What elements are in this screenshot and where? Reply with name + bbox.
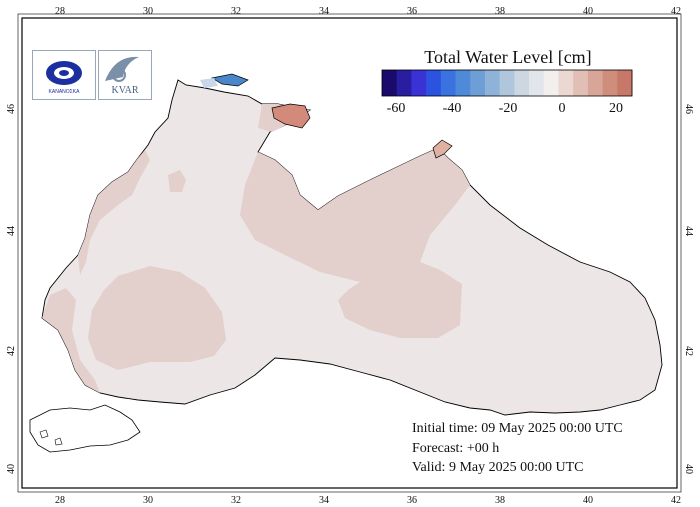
kerch-feature [432, 139, 453, 159]
colorbar-swatch [617, 70, 633, 96]
patch-southwest [42, 288, 100, 393]
lon-ticks-bottom: 28 30 32 34 36 38 40 42 [55, 495, 681, 506]
colorbar-swatch [470, 70, 486, 96]
logo-right-graphic [105, 56, 139, 82]
legend-tick-minus60: -60 [387, 101, 406, 116]
north-negative-shade [200, 78, 218, 88]
lon-label-bottom-40: 40 [583, 495, 593, 506]
lat-label-left-42: 42 [6, 346, 17, 356]
lon-label-top-34: 34 [319, 6, 329, 17]
forecast-hour: Forecast: +00 h [412, 441, 500, 456]
lat-label-right-46: 46 [683, 104, 694, 114]
legend-tick-minus40: -40 [443, 101, 462, 116]
colorbar-swatch [499, 70, 515, 96]
colorbar-swatch [587, 70, 604, 96]
colorbar-outline [381, 69, 633, 97]
lat-label-left-46: 46 [6, 104, 17, 114]
lat-ticks-right: 40 42 44 46 [683, 104, 694, 474]
lon-label-top-36: 36 [407, 6, 417, 17]
map-frame-outer [17, 13, 682, 493]
lon-label-bottom-42: 42 [671, 495, 681, 506]
colorbar-swatch [396, 70, 412, 96]
logo-left-graphic [46, 61, 82, 85]
patch-northwest-small [168, 170, 186, 192]
lon-label-bottom-38: 38 [495, 495, 505, 506]
colorbar-swatch [484, 70, 501, 96]
lon-label-top-40: 40 [583, 6, 593, 17]
logo-right: KVAR [98, 50, 152, 100]
logo-right-text: KVAR [111, 85, 139, 96]
lon-label-bottom-28: 28 [55, 495, 65, 506]
patch-crimea-east [240, 148, 470, 338]
lat-label-left-44: 44 [6, 226, 17, 236]
colorbar-swatch [602, 70, 618, 96]
lon-label-top-30: 30 [143, 6, 153, 17]
legend-title: Total Water Level [cm] [424, 47, 591, 67]
lon-label-top-42: 42 [671, 6, 681, 17]
marmara-sea [29, 404, 141, 453]
colorbar-swatch [426, 70, 442, 96]
legend-tick-minus20: -20 [499, 101, 518, 116]
colorbar-swatch [382, 70, 398, 96]
initial-time: Initial time: 09 May 2025 00:00 UTC [412, 421, 623, 436]
patch-west-shelf [78, 150, 150, 275]
lon-label-top-32: 32 [231, 6, 241, 17]
logo-left-text: ΚΑΝΑΝΟΣΚΑ [48, 89, 80, 95]
colorbar-swatch [558, 70, 574, 96]
colorbar-swatch [543, 70, 559, 96]
legend-tick-0: 0 [559, 101, 566, 116]
legend-tick-20: 20 [609, 101, 623, 116]
lat-label-right-44: 44 [683, 226, 694, 236]
lat-ticks-left: 40 42 44 46 [6, 104, 17, 474]
lon-ticks-top: 28 30 32 34 36 38 40 42 [55, 6, 681, 17]
colorbar-swatch [411, 70, 427, 96]
logo-left: ΚΑΝΑΝΟΣΚΑ [32, 50, 96, 100]
lon-label-top-28: 28 [55, 6, 65, 17]
lon-label-bottom-34: 34 [319, 495, 329, 506]
colorbar-swatch [573, 70, 589, 96]
colorbar-legend: Total Water Level [cm] -60 -40 -20 0 20 [381, 47, 633, 116]
colorbar-swatch [529, 70, 545, 96]
patch-west-center [88, 266, 226, 370]
marmara-islands [39, 429, 63, 446]
lat-label-right-42: 42 [683, 346, 694, 356]
lon-label-bottom-30: 30 [143, 495, 153, 506]
lon-label-bottom-32: 32 [231, 495, 241, 506]
lon-label-top-38: 38 [495, 6, 505, 17]
colorbar-swatch [455, 70, 471, 96]
colorbar-swatch [514, 70, 530, 96]
north-negative-spot [211, 73, 249, 87]
azov-hot-spot [271, 103, 311, 129]
valid-time: Valid: 9 May 2025 00:00 UTC [412, 460, 584, 475]
colorbar-swatches [382, 70, 633, 96]
lon-label-bottom-36: 36 [407, 495, 417, 506]
lat-label-right-40: 40 [683, 464, 694, 474]
lat-label-left-40: 40 [6, 464, 17, 474]
colorbar-swatch [440, 70, 457, 96]
